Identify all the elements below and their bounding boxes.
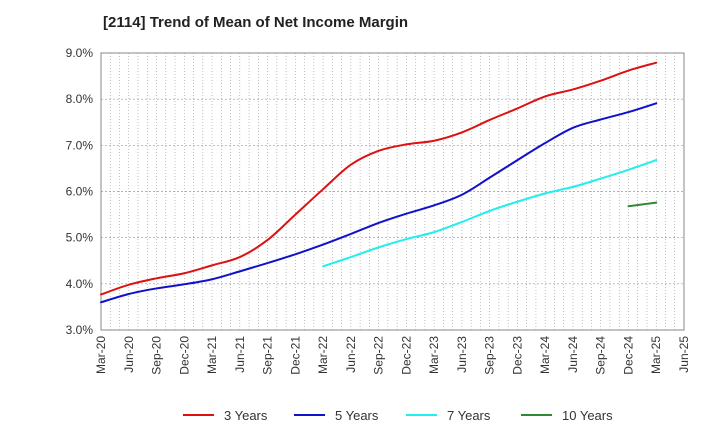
legend-label-3-years: 3 Years — [224, 408, 268, 423]
x-tick-label: Jun-22 — [344, 336, 358, 373]
x-tick-label: Mar-24 — [538, 336, 552, 374]
legend-label-7-years: 7 Years — [447, 408, 491, 423]
y-tick-label: 5.0% — [66, 231, 94, 245]
x-tick-label: Sep-24 — [594, 336, 608, 375]
x-tick-label: Dec-23 — [510, 336, 524, 375]
x-tick-label: Sep-21 — [261, 336, 275, 375]
series-line-5-years — [100, 102, 658, 304]
chart-title: [2114] Trend of Mean of Net Income Margi… — [103, 14, 409, 31]
x-tick-label: Mar-25 — [649, 336, 663, 374]
x-tick-label: Dec-21 — [288, 336, 302, 375]
grid-layer — [101, 53, 684, 330]
series-line-3-years — [100, 61, 658, 296]
legend-label-5-years: 5 Years — [335, 408, 379, 423]
x-tick-label: Sep-22 — [372, 336, 386, 375]
x-tick-label: Dec-20 — [177, 336, 191, 375]
x-tick-label: Jun-21 — [233, 336, 247, 373]
y-tick-label: 3.0% — [66, 323, 94, 337]
x-tick-label: Mar-22 — [316, 336, 330, 374]
y-tick-label: 4.0% — [66, 277, 94, 291]
x-tick-label: Jun-24 — [566, 336, 580, 373]
series-line-10-years — [627, 201, 658, 208]
y-tick-label: 7.0% — [66, 138, 94, 152]
x-tick-label: Dec-22 — [399, 336, 413, 375]
y-tick-label: 8.0% — [66, 92, 94, 106]
plot-border — [100, 52, 685, 331]
series-line-7-years — [322, 159, 658, 268]
x-tick-label: Sep-23 — [483, 336, 497, 375]
x-tick-label: Mar-23 — [427, 336, 441, 374]
x-tick-label: Jun-25 — [677, 336, 691, 373]
axis-layer: 3.0% 4.0% 5.0% 6.0% 7.0% 8.0% 9.0% Mar-20 Jun-20… — [66, 46, 691, 375]
x-tick-label: Sep-20 — [150, 336, 164, 375]
y-tick-label: 6.0% — [66, 185, 94, 199]
x-tick-label: Jun-23 — [455, 336, 469, 373]
x-tick-label: Dec-24 — [621, 336, 635, 375]
legend: 3 Years 5 Years 7 Years 10 Years — [183, 408, 613, 423]
series-layer — [100, 61, 658, 304]
legend-label-10-years: 10 Years — [562, 408, 613, 423]
x-tick-label: Jun-20 — [122, 336, 136, 373]
x-tick-label: Mar-20 — [94, 336, 108, 374]
x-tick-label: Mar-21 — [205, 336, 219, 374]
y-tick-label: 9.0% — [66, 46, 94, 60]
